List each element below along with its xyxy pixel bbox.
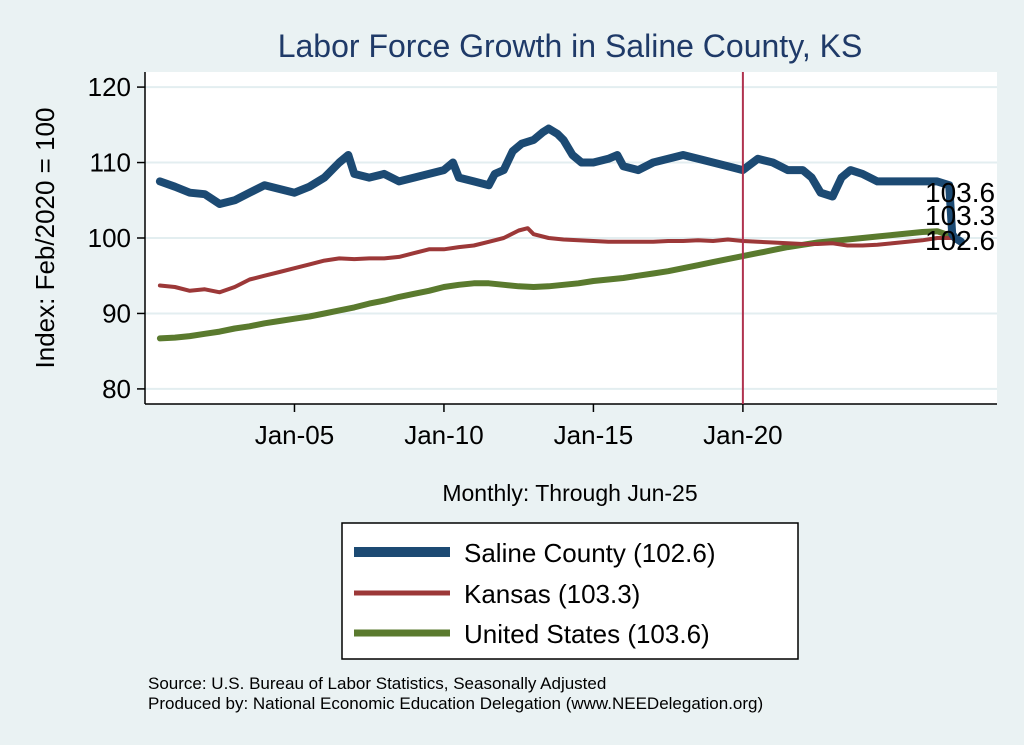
source-line-1: Source: U.S. Bureau of Labor Statistics,… [148,674,606,693]
series-group [155,124,966,342]
x-tick-label: Jan-20 [703,420,783,450]
y-tick-label: 120 [88,72,131,102]
end-label-us: 103.6 [925,177,995,208]
series-line-saline-county [155,124,966,246]
x-tick-label: Jan-05 [255,420,335,450]
series-line-kansas [157,226,955,295]
legend: Saline County (102.6) Kansas (103.3) Uni… [341,522,799,660]
legend-label-kansas: Kansas (103.3) [464,579,640,609]
end-label-saline: 102.6 [925,225,995,256]
chart-title: Labor Force Growth in Saline County, KS [278,28,863,64]
y-axis-ticks: 80 90 100 110 120 [88,72,145,404]
x-tick-label: Jan-10 [404,420,484,450]
source-line-2: Produced by: National Economic Education… [148,694,763,713]
legend-label-us: United States (103.6) [464,619,710,649]
y-tick-label: 90 [102,298,131,328]
x-tick-label: Jan-15 [554,420,634,450]
legend-label-saline: Saline County (102.6) [464,538,715,568]
y-axis-label: Index: Feb/2020 = 100 [30,108,60,369]
x-axis-label: Monthly: Through Jun-25 [442,480,697,506]
end-label-kansas: 103.3 [925,200,995,231]
y-tick-label: 80 [102,374,131,404]
x-axis-ticks: Jan-05 Jan-10 Jan-15 Jan-20 [255,404,783,450]
y-tick-label: 100 [88,223,131,253]
y-tick-label: 110 [90,148,131,178]
